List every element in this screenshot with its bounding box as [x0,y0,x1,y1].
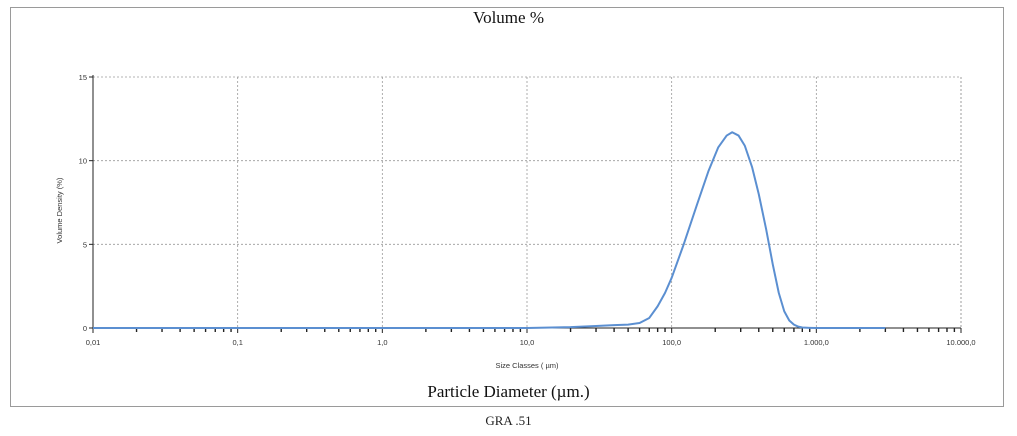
x-axis-label: Size Classes ( µm) [495,361,559,370]
x-tick-label: 1.000,0 [804,338,829,347]
x-tick-label: 10,0 [520,338,535,347]
x-tick-label: 0,1 [232,338,242,347]
y-tick-label: 15 [79,73,87,82]
grid-lines [93,76,962,328]
chart-caption: Particle Diameter (µm.) [427,382,590,401]
y-tick-label: 0 [83,324,87,333]
x-tick-label: 10.000,0 [946,338,975,347]
y-tick-label: 10 [79,157,87,166]
chart-title: Volume % [473,8,544,27]
y-tick-label: 5 [83,240,87,249]
tick-labels: 0,01 0,1 1,0 10,0 100,0 1.000,0 10.000,0 0 5 10 15 [79,73,976,347]
chart-frame [10,7,1004,407]
axes [89,75,962,333]
series-lines [93,131,886,329]
y-axis-label: Volume Density (%) [55,177,64,243]
x-tick-label: 100,0 [662,338,681,347]
page-footer: GRA .51 [485,413,532,428]
series-line [93,131,886,329]
x-tick-label: 1,0 [377,338,387,347]
x-tick-label: 0,01 [86,338,101,347]
